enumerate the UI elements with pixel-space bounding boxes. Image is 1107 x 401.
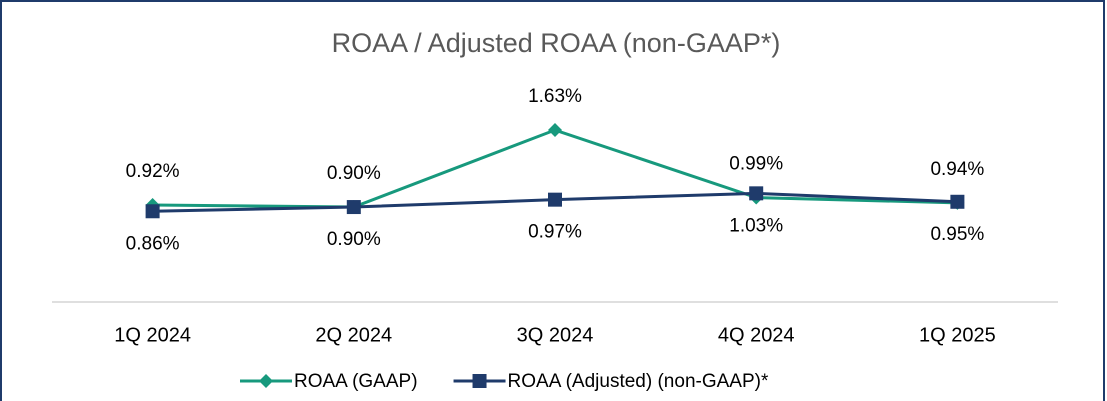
point [472, 374, 487, 388]
data-label: 0.86% [126, 233, 180, 254]
point [548, 192, 562, 207]
x-tick-label: 2Q 2024 [315, 324, 392, 346]
point [749, 186, 764, 201]
data-label: 0.97% [528, 222, 582, 243]
data-label: 0.90% [327, 229, 381, 250]
data-label: 1.03% [729, 215, 783, 236]
point [346, 200, 361, 215]
point [145, 204, 160, 219]
chart-title: ROAA / Adjusted ROAA (non-GAAP*) [332, 28, 781, 58]
data-label: 0.92% [126, 161, 180, 182]
x-tick-label: 3Q 2024 [517, 324, 594, 346]
data-label: 0.90% [327, 163, 381, 184]
legend-label: ROAA (GAAP) [294, 371, 418, 392]
data-label: 0.99% [729, 154, 783, 175]
x-tick-label: 1Q 2025 [919, 324, 996, 346]
data-label: 0.95% [930, 224, 984, 245]
data-label: 1.63% [528, 86, 582, 107]
point [950, 194, 965, 209]
data-label: 0.94% [930, 159, 984, 180]
legend-label: ROAA (Adjusted) (non-GAAP)* [508, 371, 769, 392]
x-tick-label: 4Q 2024 [718, 324, 795, 346]
point [548, 123, 562, 138]
x-tick-label: 1Q 2024 [114, 324, 191, 346]
point [259, 374, 273, 388]
